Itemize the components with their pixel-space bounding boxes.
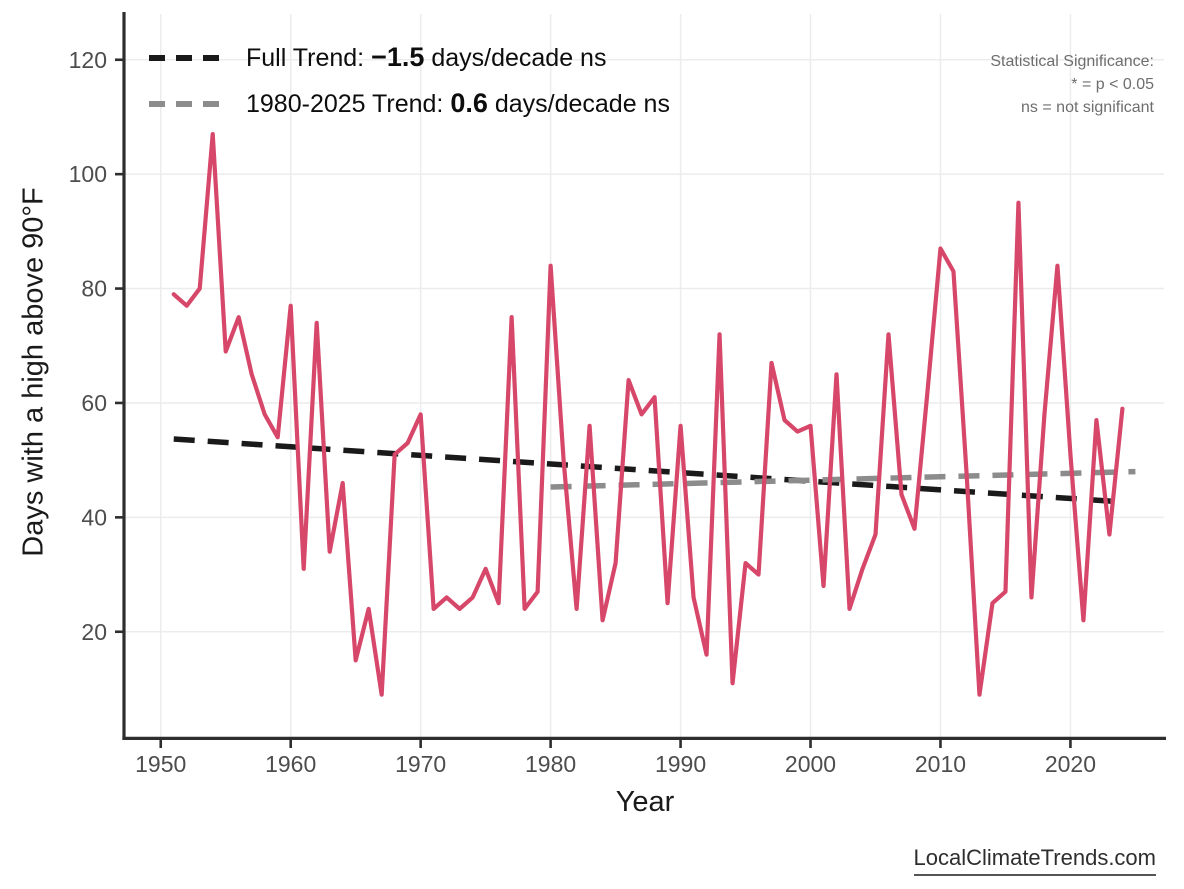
y-tick-label: 60 [81,390,107,416]
y-tick-label: 100 [69,161,107,187]
trend-legend: Full Trend: −1.5 days/decade ns 1980-202… [148,42,670,134]
x-axis-title: Year [615,786,675,818]
legend-row-recent-trend: 1980-2025 Trend: 0.6 days/decade ns [148,88,670,119]
recent-trend-label: 1980-2025 Trend: 0.6 days/decade ns [246,88,670,119]
recent-trend-prefix: 1980-2025 Trend: [246,90,451,118]
significance-note-ns: ns = not significant [1021,99,1154,116]
x-tick-label: 2020 [1045,751,1096,777]
significance-note-star: * = p < 0.05 [1071,76,1154,93]
y-tick-label: 120 [69,47,107,73]
x-tick-label: 1980 [525,751,576,777]
significance-note-title: Statistical Significance: [990,53,1154,70]
full-trend-dash-swatch [149,54,225,61]
y-tick-label: 80 [81,276,107,302]
full-trend-suffix: days/decade ns [424,44,607,72]
full-trend-value: −1.5 [371,42,425,72]
x-tick-label: 1950 [135,751,186,777]
recent-trend-value: 0.6 [450,88,488,118]
y-tick-label: 40 [81,504,107,530]
x-tick-label: 1970 [395,751,446,777]
legend-row-full-trend: Full Trend: −1.5 days/decade ns [148,42,670,73]
y-tick-label: 20 [81,619,107,645]
full-trend-prefix: Full Trend: [246,44,372,72]
x-tick-label: 2010 [915,751,966,777]
watermark-link[interactable]: LocalClimateTrends.com [913,845,1156,876]
full-trend-label: Full Trend: −1.5 days/decade ns [246,42,606,73]
recent-trend-dash-swatch [149,100,225,107]
full_trend-line [173,436,1123,505]
recent-trend-suffix: days/decade ns [487,90,670,118]
x-tick-label: 1990 [655,751,706,777]
x-tick-label: 2000 [785,751,836,777]
data-series-line [171,132,1125,697]
significance-note: Statistical Significance: * = p < 0.05 n… [990,50,1154,119]
x-tick-label: 1960 [265,751,316,777]
y-axis-title: Days with a high above 90°F [17,187,50,557]
